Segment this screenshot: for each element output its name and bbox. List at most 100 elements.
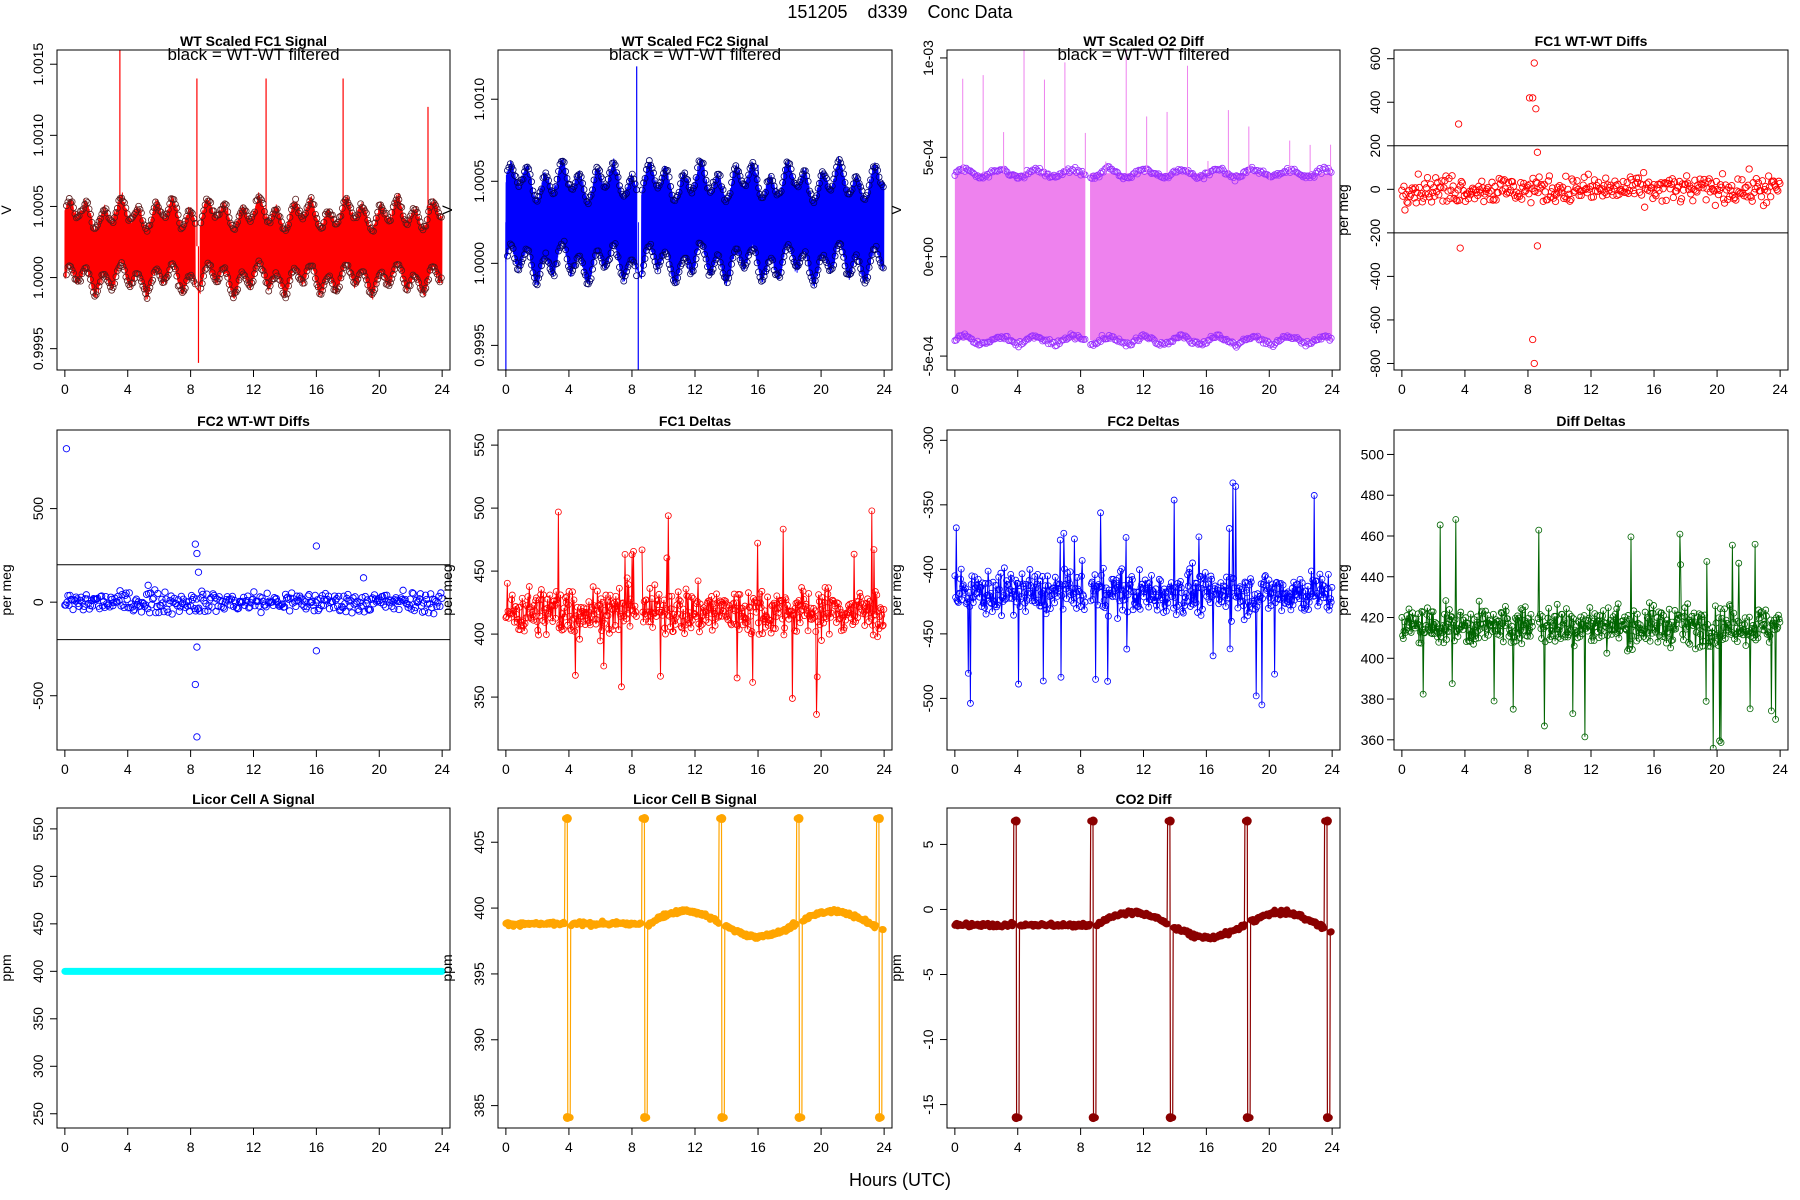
data-point bbox=[148, 601, 156, 609]
data-point bbox=[242, 275, 250, 283]
data-point bbox=[877, 259, 884, 267]
data-point bbox=[1728, 629, 1736, 636]
data-point bbox=[1662, 620, 1670, 628]
data-point bbox=[355, 607, 363, 615]
data-point bbox=[265, 287, 273, 295]
data-point bbox=[220, 605, 228, 613]
data-point bbox=[605, 625, 613, 633]
data-point bbox=[401, 595, 409, 604]
data-point bbox=[1432, 174, 1440, 182]
data-point bbox=[280, 225, 288, 233]
data-point bbox=[728, 621, 735, 629]
data-point bbox=[688, 189, 696, 197]
data-point bbox=[1550, 190, 1559, 199]
data-point bbox=[659, 611, 667, 619]
data-point bbox=[694, 577, 702, 585]
data-point bbox=[1227, 339, 1235, 347]
data-point bbox=[651, 581, 659, 589]
data-point bbox=[283, 224, 291, 232]
data-point bbox=[692, 255, 700, 263]
data-point bbox=[249, 277, 257, 285]
data-point bbox=[1311, 592, 1319, 600]
data-point bbox=[1415, 639, 1423, 647]
data-point bbox=[728, 601, 736, 609]
data-point bbox=[823, 175, 830, 182]
x-tick-label: 0 bbox=[502, 1139, 510, 1155]
x-tick-label: 0 bbox=[502, 761, 510, 777]
data-point bbox=[1140, 593, 1148, 601]
data-point bbox=[832, 611, 840, 619]
data-point bbox=[734, 621, 742, 629]
x-tick-label: 20 bbox=[813, 761, 829, 777]
data-point bbox=[329, 280, 336, 287]
x-tick-label: 4 bbox=[565, 761, 573, 777]
data-point bbox=[1641, 203, 1649, 211]
data-point bbox=[1753, 630, 1761, 638]
data-point bbox=[1274, 336, 1281, 344]
data-point bbox=[545, 258, 552, 266]
data-point bbox=[408, 589, 416, 597]
data-point bbox=[754, 619, 762, 627]
data-point bbox=[1044, 572, 1051, 580]
data-point bbox=[181, 284, 189, 292]
data-point bbox=[1510, 638, 1518, 646]
data-point bbox=[1435, 638, 1443, 646]
data-point bbox=[772, 613, 780, 621]
data-point bbox=[1635, 634, 1643, 642]
page-title: 151205 d339 Conc Data bbox=[787, 2, 1013, 22]
data-point bbox=[878, 263, 886, 271]
data-point bbox=[1538, 635, 1545, 642]
data-point bbox=[655, 182, 663, 189]
x-tick-label: 12 bbox=[687, 1139, 703, 1155]
data-point bbox=[606, 255, 613, 263]
data-point bbox=[317, 290, 325, 298]
data-point bbox=[1095, 173, 1103, 181]
data-point bbox=[1509, 182, 1518, 190]
data-point bbox=[711, 182, 718, 189]
x-tick-label: 0 bbox=[61, 761, 69, 777]
data-point bbox=[138, 209, 145, 217]
data-point bbox=[794, 183, 802, 191]
data-point bbox=[1087, 597, 1095, 605]
data-point bbox=[752, 169, 760, 177]
data-point bbox=[1521, 187, 1529, 196]
data-point bbox=[711, 622, 719, 629]
data-point bbox=[1145, 579, 1153, 587]
data-point bbox=[645, 618, 652, 626]
data-point bbox=[347, 204, 355, 212]
data-point bbox=[1171, 593, 1179, 601]
cal-point-high bbox=[874, 814, 884, 824]
data-point bbox=[1639, 168, 1648, 177]
data-point bbox=[137, 608, 146, 616]
data-point bbox=[1015, 680, 1022, 688]
x-tick-label: 20 bbox=[371, 761, 387, 777]
data-point bbox=[755, 184, 762, 192]
data-point bbox=[1768, 620, 1776, 628]
data-point bbox=[1001, 596, 1009, 603]
data-point bbox=[378, 268, 386, 276]
y-tick-label: 600 bbox=[1367, 47, 1383, 71]
x-tick-label: 24 bbox=[1324, 761, 1340, 777]
y-tick-label: 0.9995 bbox=[471, 324, 487, 367]
data-point bbox=[753, 259, 761, 267]
data-point bbox=[293, 267, 301, 275]
data-point bbox=[1517, 605, 1525, 613]
data-point bbox=[1577, 613, 1584, 621]
data-point bbox=[868, 507, 876, 515]
data-point bbox=[1743, 631, 1751, 639]
data-point bbox=[432, 202, 440, 209]
data-point bbox=[1507, 638, 1515, 646]
data-point bbox=[311, 591, 319, 600]
data-point bbox=[1443, 636, 1450, 643]
data-point bbox=[191, 680, 199, 689]
data-point bbox=[585, 598, 593, 606]
data-point bbox=[667, 605, 675, 613]
data-point bbox=[1756, 609, 1764, 617]
data-point bbox=[598, 627, 606, 635]
data-point bbox=[337, 212, 345, 220]
data-point bbox=[681, 630, 688, 637]
data-point bbox=[362, 209, 370, 217]
data-point bbox=[1685, 185, 1693, 194]
data-point bbox=[388, 602, 396, 611]
data-point bbox=[1238, 172, 1246, 180]
